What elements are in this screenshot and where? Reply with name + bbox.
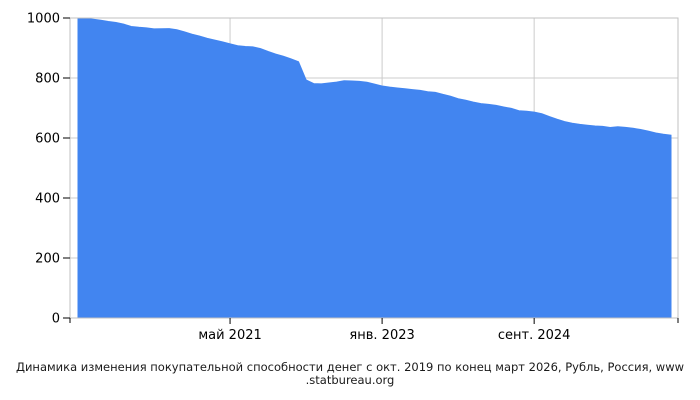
y-axis-label: 400 <box>35 192 60 207</box>
plot-border <box>69 17 679 319</box>
purchasing-power-area-series <box>77 17 672 319</box>
x-axis-label: сент. 2024 <box>498 328 571 343</box>
chart-caption-line2: .statbureau.org <box>305 373 395 387</box>
y-axis-label: 800 <box>35 72 60 87</box>
chart-canvas: 0 200 400 600 800 1000 май 2021 янв. 2023 сент. … <box>27 12 679 343</box>
chart-caption: Динамика изменения покупательной способн… <box>0 361 700 387</box>
x-axis-label: май 2021 <box>198 328 261 343</box>
y-axis-label: 600 <box>35 132 60 147</box>
chart-caption-line1: Динамика изменения покупательной способн… <box>15 360 685 374</box>
y-axis-label: 0 <box>52 312 60 327</box>
x-axis-label: янв. 2023 <box>349 328 414 343</box>
y-axis-label: 1000 <box>27 12 60 27</box>
y-axis-label: 200 <box>35 252 60 267</box>
